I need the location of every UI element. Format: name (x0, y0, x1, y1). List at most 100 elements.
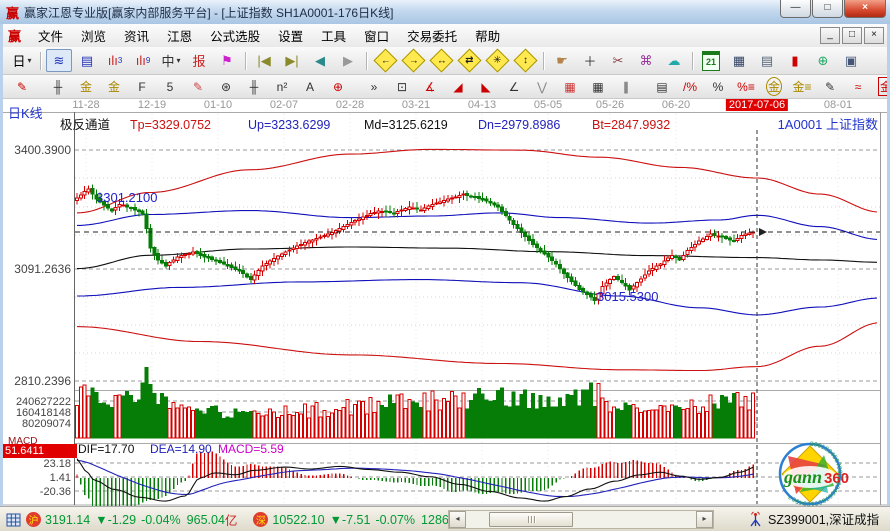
smart-analysis-button[interactable]: ☁ (667, 52, 681, 68)
prev-page-button[interactable]: ◀ (315, 52, 325, 68)
last-price-arrow-icon (759, 228, 767, 237)
menu-item-4[interactable]: 公式选股 (210, 30, 261, 44)
wave-button[interactable]: ≈ (854, 79, 862, 94)
save-button[interactable]: ▮ (791, 52, 799, 68)
calendar-button[interactable]: 21 (698, 49, 724, 72)
candlestick-series (75, 184, 756, 305)
pan-hand-button[interactable]: ☛ (556, 52, 568, 68)
menu-item-0[interactable]: 文件 (38, 30, 64, 44)
five-unit-grid-button[interactable]: 5 (166, 79, 174, 94)
dif-line (76, 458, 754, 502)
gann-grid-arrow-button[interactable]: ▦ (592, 79, 604, 94)
price-grid-button[interactable]: ╫ (249, 79, 259, 94)
last-page-button[interactable]: ▶| (285, 52, 299, 68)
channel-param-label: Md=3125.6219 (364, 118, 448, 132)
gold-circle-button[interactable]: 金 (761, 77, 787, 97)
menu-item-3[interactable]: 江恩 (167, 30, 193, 44)
minute-chart-3-button[interactable]: ılı 3 (107, 53, 123, 68)
scroll-left-button[interactable]: ◂ (449, 511, 466, 528)
shanghai-badge: 沪 (26, 512, 41, 527)
mdi-minimize-button[interactable]: _ (820, 27, 840, 44)
gann360-logo: gann 360 890123456789012345678901234567 (778, 441, 849, 507)
gold-box-button[interactable]: 金 (873, 77, 890, 97)
menu-item-1[interactable]: 浏览 (81, 30, 107, 44)
more-tools-button[interactable]: » (370, 79, 378, 94)
segment-tool-button[interactable]: ✂ (612, 52, 624, 68)
circle-cross-button[interactable]: ⊕ (332, 79, 344, 94)
shift-left-button[interactable]: ← (372, 48, 398, 73)
minimize-button[interactable]: — (780, 0, 811, 18)
main-chart[interactable]: 极反通道 Tp=3329.0752 Up=3233.6299 Md=3125.6219… (0, 112, 890, 506)
gann-tool-button[interactable]: ⌘ (639, 52, 653, 68)
memo-button[interactable]: ▤ (760, 52, 774, 68)
flag-button[interactable]: ⚑ (221, 52, 233, 68)
shift-right-button[interactable]: → (400, 48, 426, 73)
channel-param-label: Tp=3329.0752 (130, 118, 211, 132)
maximize-button[interactable]: □ (812, 0, 843, 18)
date-tick-label: 05-26 (595, 99, 625, 111)
draw-grid-button[interactable]: ✎ (192, 79, 204, 94)
scrollbar-thumb[interactable] (489, 512, 573, 527)
scroll-right-button[interactable]: ▸ (696, 511, 713, 528)
measure-button[interactable]: ✎ (824, 79, 836, 94)
fan-lines-button[interactable]: ∡ (424, 79, 436, 94)
horizontal-scrollbar[interactable]: ◂ ▸ (448, 510, 714, 529)
calendar-grid-icon[interactable] (6, 512, 22, 528)
mdi-restore-button[interactable]: □ (842, 27, 862, 44)
percent-button[interactable]: % (712, 79, 724, 94)
menu-item-2[interactable]: 资讯 (124, 30, 150, 44)
first-page-button[interactable]: |◀ (257, 52, 271, 68)
close-button[interactable]: × (844, 0, 886, 18)
date-tick-label: 08-01 (823, 99, 853, 111)
fit-all-button[interactable]: ✳ (484, 48, 510, 73)
report-button[interactable]: 报 (192, 54, 206, 69)
box-tool-button[interactable]: ⊡ (396, 79, 408, 94)
fibonacci-grid-button[interactable]: F (138, 79, 146, 94)
price-axis-label: 2810.2396 (14, 374, 71, 388)
chart-plot-background[interactable] (0, 112, 890, 506)
mdi-close-button[interactable]: × (864, 27, 884, 44)
menu-item-6[interactable]: 工具 (321, 30, 347, 44)
gold-grid2-button[interactable]: 金 (107, 80, 120, 94)
kline-period-button[interactable]: 日 ▾ (12, 54, 32, 69)
macd-pane-label: MACD (8, 436, 38, 447)
parallel-lines-button[interactable]: ∥ (623, 79, 629, 94)
fan-box-button[interactable]: ◢ (453, 79, 463, 94)
macd-value-label: DIF=17.70 (78, 442, 135, 456)
toolbar-separator (692, 51, 693, 70)
zoom-in-button[interactable]: ⇄ (456, 48, 482, 73)
vertical-scale-button[interactable]: ↕ (512, 48, 538, 73)
stats-panel-button[interactable]: ▤ (656, 79, 668, 94)
percent-retrace-button[interactable]: /% (682, 79, 697, 94)
gann-grid-button[interactable]: ▦ (564, 79, 576, 94)
zoom-out-button[interactable]: ↔ (428, 48, 454, 73)
next-page-button[interactable]: ▶ (343, 52, 353, 68)
menu-item-7[interactable]: 窗口 (364, 30, 390, 44)
remote-service-button[interactable]: ▣ (844, 52, 858, 68)
network-button[interactable]: ⊕ (817, 52, 829, 68)
draw-line-button[interactable]: ✎ (16, 79, 28, 94)
crosshair-button[interactable]: ＋ (583, 54, 597, 69)
up-line (77, 209, 878, 241)
quote-report-button[interactable]: ▤ (80, 52, 94, 68)
time-grid-button[interactable]: ╫ (53, 79, 63, 94)
zigzag-button[interactable]: ⋁ (537, 79, 547, 94)
fan-box2-button[interactable]: ◣ (481, 79, 491, 94)
volume-axis-label: 80209074 (22, 418, 71, 430)
calculator-button[interactable]: ▦ (732, 52, 746, 68)
menu-item-9[interactable]: 帮助 (475, 30, 501, 44)
gold-grid-button[interactable]: 金 (79, 80, 92, 94)
candle-style-button[interactable]: 中 ▾ (161, 54, 181, 69)
menu-item-8[interactable]: 交易委托 (407, 30, 458, 44)
angle-mirror-button[interactable]: A (305, 79, 314, 94)
gann-wheel-button[interactable]: ⊛ (220, 79, 232, 94)
menu-item-5[interactable]: 设置 (278, 30, 304, 44)
square-of-nine-button[interactable]: n² (276, 79, 288, 94)
percent-levels-button[interactable]: %≡ (737, 79, 755, 94)
toolbar-separator (366, 51, 367, 70)
gold-levels-button[interactable]: 金≡ (792, 80, 812, 94)
mdi-window-controls: _ □ × (818, 27, 884, 44)
panorama-button[interactable]: ≋ (46, 49, 72, 72)
angle-lines-button[interactable]: ∠ (508, 79, 520, 94)
minute-chart-9-button[interactable]: ılı 9 (135, 53, 151, 68)
